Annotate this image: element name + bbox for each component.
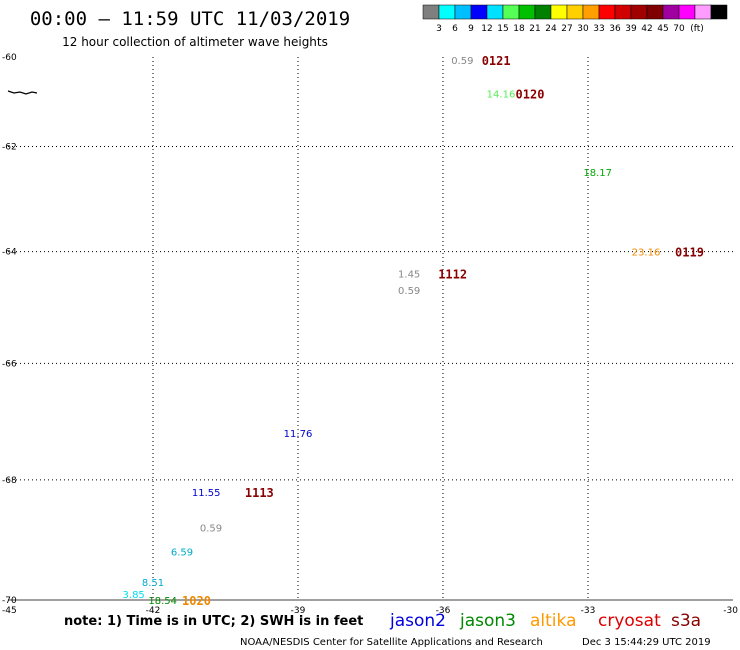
- footer-credit: NOAA/NESDIS Center for Satellite Applica…: [240, 637, 543, 648]
- wave-height-value: 23.16: [632, 248, 661, 259]
- colorbar-swatch: [710, 4, 728, 20]
- axis-ticks: -60 -62 -64 -66 -68 -70-45 -42 -39 -36 -33 -30: [2, 53, 738, 616]
- x-tick-label: -36: [436, 606, 451, 616]
- wave-height-value: 3.85: [123, 590, 145, 601]
- wave-height-value: 14.16: [487, 90, 516, 101]
- colorbar-label: 70: [673, 24, 685, 34]
- colorbar-label: 21: [529, 24, 540, 34]
- wave-height-value: 18.17: [583, 168, 612, 179]
- legend-cryosat: cryosat: [598, 611, 661, 631]
- y-tick-label: -60: [2, 53, 17, 63]
- pass-time-label: 1112: [438, 268, 467, 282]
- pass-time-labels: 0121 0120 0119 1112 1113 1020: [182, 54, 704, 608]
- colorbar-swatch: [438, 4, 456, 20]
- colorbar-label: 24: [545, 24, 557, 34]
- wave-height-value: 0.59: [200, 524, 222, 535]
- colorbar-label: 45: [657, 24, 668, 34]
- wave-height-labels: 0.59 14.16 18.17 23.16 1.45 0.59 11.76 11.55 0.5…: [123, 56, 661, 607]
- colorbar-label: 15: [497, 24, 508, 34]
- colorbar-swatch: [470, 4, 488, 20]
- y-tick-label: -64: [2, 248, 17, 258]
- colorbar-label: 9: [468, 24, 474, 34]
- wave-height-value: 8.51: [142, 578, 164, 589]
- wave-height-value: 6.59: [171, 548, 193, 559]
- y-tick-label: -70: [2, 596, 17, 606]
- wave-height-value: 11.76: [284, 429, 313, 440]
- wave-height-value: 11.55: [192, 488, 221, 499]
- chart-subtitle: 12 hour collection of altimeter wave hei…: [62, 35, 328, 49]
- colorbar-label: 39: [625, 24, 637, 34]
- colorbar-label: 27: [561, 24, 572, 34]
- colorbar-swatch: [662, 4, 680, 20]
- y-tick-label: -62: [2, 143, 17, 153]
- coastline-fragment: [7, 90, 38, 95]
- colorbar-swatch: [486, 4, 504, 20]
- colorbar-swatch: [694, 4, 712, 20]
- colorbar-label: (ft): [690, 24, 704, 34]
- colorbar-label: 18: [513, 24, 525, 34]
- pass-time-label: 0120: [516, 88, 545, 102]
- colorbar-swatch: [598, 4, 616, 20]
- pass-time-label: 0119: [675, 246, 704, 260]
- island-outline: [7, 90, 38, 95]
- colorbar-label: 30: [577, 24, 589, 34]
- satellite-legend: jason2 jason3 altika cryosat s3a: [389, 611, 701, 631]
- chart-title: 00:00 – 11:59 UTC 11/03/2019: [30, 8, 350, 30]
- colorbar-swatch: [630, 4, 648, 20]
- colorbar-label: 36: [609, 24, 621, 34]
- legend-altika: altika: [530, 611, 577, 631]
- pass-time-label: 1113: [245, 486, 274, 500]
- colorbar-swatch: [614, 4, 632, 20]
- colorbar-swatch: [518, 4, 536, 20]
- wave-height-value: 1.45: [398, 270, 420, 281]
- legend-jason3: jason3: [459, 611, 516, 631]
- footer-note: note: 1) Time is in UTC; 2) SWH is in fe…: [64, 614, 363, 629]
- colorbar-swatch: [566, 4, 584, 20]
- y-tick-label: -68: [2, 476, 17, 486]
- footer-timestamp: Dec 3 15:44:29 UTC 2019: [582, 637, 711, 648]
- colorbar-swatch: [422, 4, 440, 20]
- y-tick-label: -66: [2, 359, 17, 369]
- x-tick-label: -30: [723, 606, 738, 616]
- colorbar-label: 12: [481, 24, 492, 34]
- wave-height-value: 0.59: [451, 56, 473, 67]
- colorbar: 3 6 9 12 15 18 21 24 27 30 33 36 39 42 45 70 (ft): [422, 4, 728, 34]
- colorbar-swatch: [534, 4, 552, 20]
- x-tick-label: -39: [291, 606, 306, 616]
- colorbar-label: 33: [593, 24, 604, 34]
- colorbar-label: 6: [452, 24, 458, 34]
- wave-height-value: 18.54: [148, 596, 177, 607]
- legend-s3a: s3a: [671, 611, 701, 631]
- colorbar-swatch: [646, 4, 664, 20]
- wave-height-value: 0.59: [398, 286, 420, 297]
- grid: [8, 57, 733, 601]
- pass-time-label: 1020: [182, 594, 211, 608]
- colorbar-swatch: [582, 4, 600, 20]
- colorbar-label: 3: [436, 24, 442, 34]
- legend-jason2: jason2: [389, 611, 446, 631]
- x-tick-label: -45: [2, 606, 17, 616]
- colorbar-label: 42: [641, 24, 652, 34]
- x-tick-label: -33: [581, 606, 596, 616]
- colorbar-swatch: [502, 4, 520, 20]
- colorbar-swatch: [550, 4, 568, 20]
- x-tick-label: -42: [146, 606, 161, 616]
- colorbar-swatch: [678, 4, 696, 20]
- colorbar-swatch: [454, 4, 472, 20]
- pass-time-label: 0121: [482, 54, 511, 68]
